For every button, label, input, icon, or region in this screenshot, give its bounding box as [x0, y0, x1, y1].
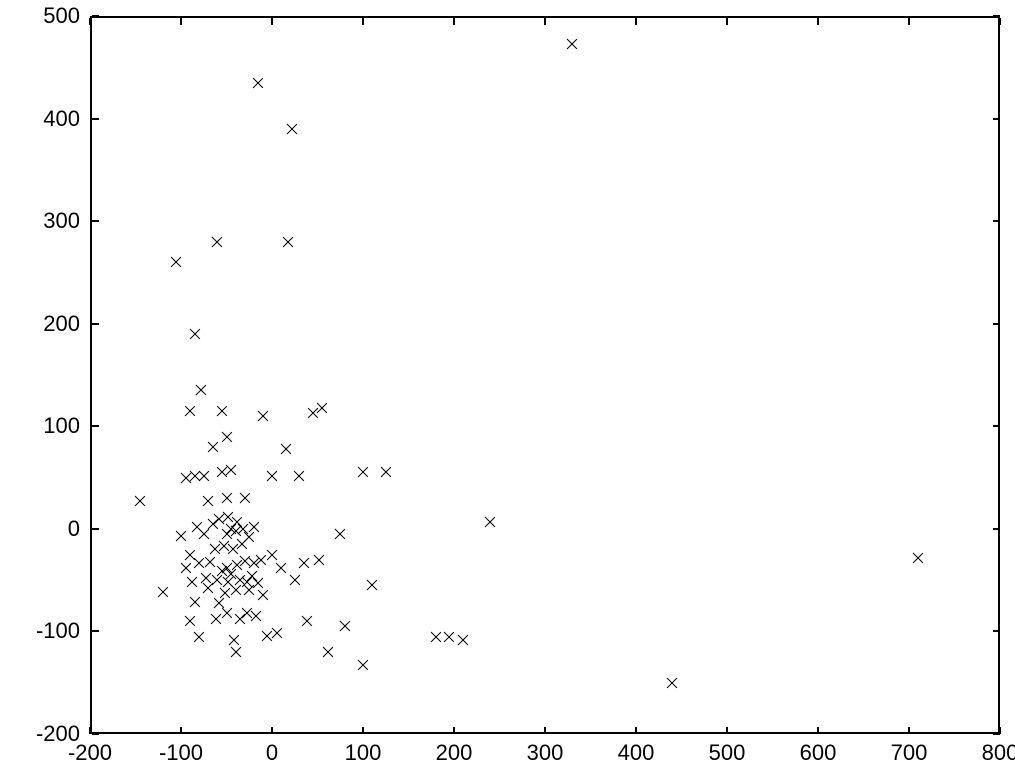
y-tick-mark [92, 528, 99, 530]
x-tick-mark [89, 18, 91, 25]
x-tick-label: 0 [266, 740, 278, 766]
y-tick-mark [993, 425, 1000, 427]
x-tick-mark [544, 18, 546, 25]
x-tick-mark [180, 727, 182, 734]
x-tick-label: 400 [618, 740, 655, 766]
y-tick-mark [92, 630, 99, 632]
x-tick-label: -100 [159, 740, 203, 766]
y-tick-mark [92, 733, 99, 735]
y-tick-label: -100 [0, 618, 80, 644]
x-tick-mark [180, 18, 182, 25]
x-tick-mark [271, 727, 273, 734]
y-tick-mark [993, 528, 1000, 530]
x-tick-mark [726, 18, 728, 25]
x-tick-mark [999, 18, 1001, 25]
figure-canvas: -200-1000100200300400500600700800-200-10… [0, 0, 1015, 783]
y-tick-mark [92, 118, 99, 120]
x-tick-mark [362, 727, 364, 734]
x-tick-mark [726, 727, 728, 734]
y-tick-mark [993, 733, 1000, 735]
x-tick-label: 500 [709, 740, 746, 766]
x-tick-mark [817, 727, 819, 734]
x-tick-mark [635, 18, 637, 25]
x-tick-mark [544, 727, 546, 734]
y-tick-mark [993, 118, 1000, 120]
x-tick-label: 700 [891, 740, 928, 766]
x-tick-mark [817, 18, 819, 25]
y-tick-mark [993, 15, 1000, 17]
x-tick-mark [362, 18, 364, 25]
y-tick-mark [993, 323, 1000, 325]
x-tick-mark [908, 18, 910, 25]
x-tick-mark [635, 727, 637, 734]
y-tick-label: -200 [0, 721, 80, 747]
x-tick-mark [89, 727, 91, 734]
y-tick-label: 200 [0, 311, 80, 337]
plot-axes-box [90, 16, 1000, 734]
y-tick-label: 100 [0, 413, 80, 439]
x-tick-label: 800 [982, 740, 1015, 766]
y-tick-mark [993, 220, 1000, 222]
x-tick-mark [453, 727, 455, 734]
y-tick-label: 0 [0, 516, 80, 542]
y-tick-label: 400 [0, 106, 80, 132]
y-tick-mark [92, 323, 99, 325]
y-tick-label: 300 [0, 208, 80, 234]
x-tick-label: 100 [345, 740, 382, 766]
x-tick-mark [271, 18, 273, 25]
x-tick-mark [908, 727, 910, 734]
y-tick-mark [993, 630, 1000, 632]
x-tick-label: 200 [436, 740, 473, 766]
y-tick-mark [92, 15, 99, 17]
y-tick-mark [92, 425, 99, 427]
x-tick-label: 300 [527, 740, 564, 766]
y-tick-mark [92, 220, 99, 222]
x-tick-label: 600 [800, 740, 837, 766]
y-tick-label: 500 [0, 3, 80, 29]
x-tick-mark [453, 18, 455, 25]
